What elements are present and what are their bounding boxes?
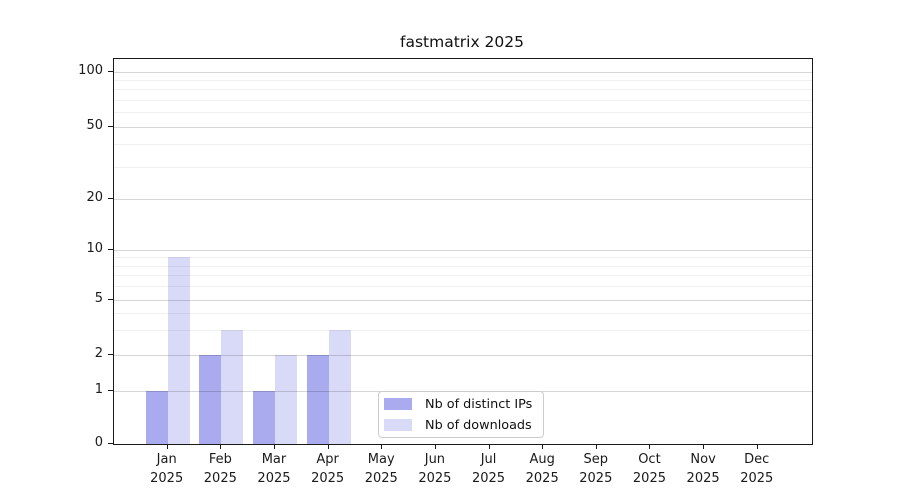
gridline-minor-30 bbox=[114, 166, 812, 168]
legend-item-downloads: Nb of downloads bbox=[384, 418, 537, 433]
y-tick-mark-10 bbox=[108, 248, 113, 250]
gridline-major-50 bbox=[114, 126, 812, 128]
y-tick-label-100: 100 bbox=[78, 62, 103, 78]
legend-label-distinct-ips: Nb of distinct IPs bbox=[425, 396, 533, 412]
x-tick-label-jan: Jan 2025 bbox=[150, 452, 184, 486]
x-tick-label-aug: Aug 2025 bbox=[525, 452, 559, 486]
x-tick-label-sep: Sep 2025 bbox=[579, 452, 613, 486]
bar-downloads-mar bbox=[274, 355, 297, 444]
x-tick-label-dec: Dec 2025 bbox=[740, 452, 774, 486]
legend-swatch-downloads bbox=[384, 419, 412, 431]
gridline-minor-60 bbox=[114, 112, 812, 113]
gridline-minor-80 bbox=[114, 89, 812, 91]
legend: Nb of distinct IPs Nb of downloads bbox=[378, 391, 544, 438]
x-tick-mark-sep bbox=[595, 444, 597, 449]
gridline-major-2 bbox=[114, 355, 812, 356]
y-tick-label-20: 20 bbox=[86, 189, 103, 205]
y-tick-label-1: 1 bbox=[94, 381, 103, 397]
x-tick-label-oct: Oct 2025 bbox=[632, 452, 666, 486]
x-tick-mark-mar bbox=[273, 444, 275, 449]
y-tick-mark-100 bbox=[108, 70, 113, 72]
y-tick-mark-20 bbox=[108, 197, 113, 199]
gridline-minor-90 bbox=[114, 79, 812, 81]
gridline-minor-8 bbox=[114, 265, 812, 267]
y-tick-label-2: 2 bbox=[94, 346, 103, 361]
bar-downloads-apr bbox=[328, 330, 351, 444]
gridline-major-20 bbox=[114, 198, 812, 200]
x-tick-label-mar: Mar 2025 bbox=[257, 452, 291, 486]
gridline-minor-4 bbox=[114, 313, 812, 314]
y-tick-label-5: 5 bbox=[94, 290, 103, 306]
x-tick-mark-may bbox=[381, 444, 383, 449]
gridline-minor-6 bbox=[114, 286, 812, 288]
bar-distinct-ips-jan bbox=[145, 390, 168, 444]
y-tick-label-0: 0 bbox=[94, 435, 103, 450]
gridline-minor-7 bbox=[114, 275, 812, 277]
chart-title: fastmatrix 2025 bbox=[399, 33, 524, 51]
x-tick-mark-feb bbox=[220, 444, 222, 449]
x-tick-mark-apr bbox=[327, 444, 329, 449]
x-tick-label-nov: Nov 2025 bbox=[686, 452, 720, 486]
x-tick-mark-jan bbox=[166, 444, 168, 449]
y-tick-mark-5 bbox=[108, 298, 113, 300]
x-tick-mark-jun bbox=[434, 444, 436, 449]
legend-item-distinct-ips: Nb of distinct IPs bbox=[384, 397, 537, 412]
legend-swatch-distinct-ips bbox=[384, 398, 412, 410]
x-tick-label-apr: Apr 2025 bbox=[311, 452, 345, 486]
gridline-minor-9 bbox=[114, 257, 812, 259]
gridline-major-10 bbox=[114, 249, 812, 251]
bar-distinct-ips-feb bbox=[199, 355, 222, 444]
y-tick-mark-50 bbox=[108, 125, 113, 127]
x-tick-label-feb: Feb 2025 bbox=[203, 452, 237, 486]
bar-distinct-ips-mar bbox=[252, 390, 275, 444]
x-tick-mark-dec bbox=[756, 444, 758, 449]
bar-downloads-feb bbox=[221, 330, 244, 444]
gridline-major-100 bbox=[114, 71, 812, 73]
x-tick-label-jun: Jun 2025 bbox=[418, 452, 452, 486]
y-tick-mark-2 bbox=[108, 354, 113, 355]
bar-downloads-jan bbox=[167, 257, 190, 444]
x-tick-label-may: May 2025 bbox=[364, 452, 398, 486]
x-tick-mark-jul bbox=[488, 444, 490, 449]
gridline-minor-40 bbox=[114, 144, 812, 145]
x-tick-mark-nov bbox=[703, 444, 705, 449]
x-tick-mark-oct bbox=[649, 444, 651, 449]
y-tick-label-50: 50 bbox=[86, 117, 103, 133]
y-tick-mark-1 bbox=[108, 389, 113, 391]
x-tick-label-jul: Jul 2025 bbox=[471, 452, 506, 486]
gridline-minor-70 bbox=[114, 99, 812, 101]
bar-distinct-ips-apr bbox=[306, 355, 329, 444]
gridline-minor-3 bbox=[114, 330, 812, 332]
plot-area bbox=[113, 58, 813, 445]
legend-label-downloads: Nb of downloads bbox=[425, 417, 532, 433]
x-tick-mark-aug bbox=[542, 444, 544, 449]
gridline-major-5 bbox=[114, 299, 812, 301]
y-tick-label-10: 10 bbox=[86, 240, 103, 256]
y-tick-mark-0 bbox=[108, 443, 113, 444]
